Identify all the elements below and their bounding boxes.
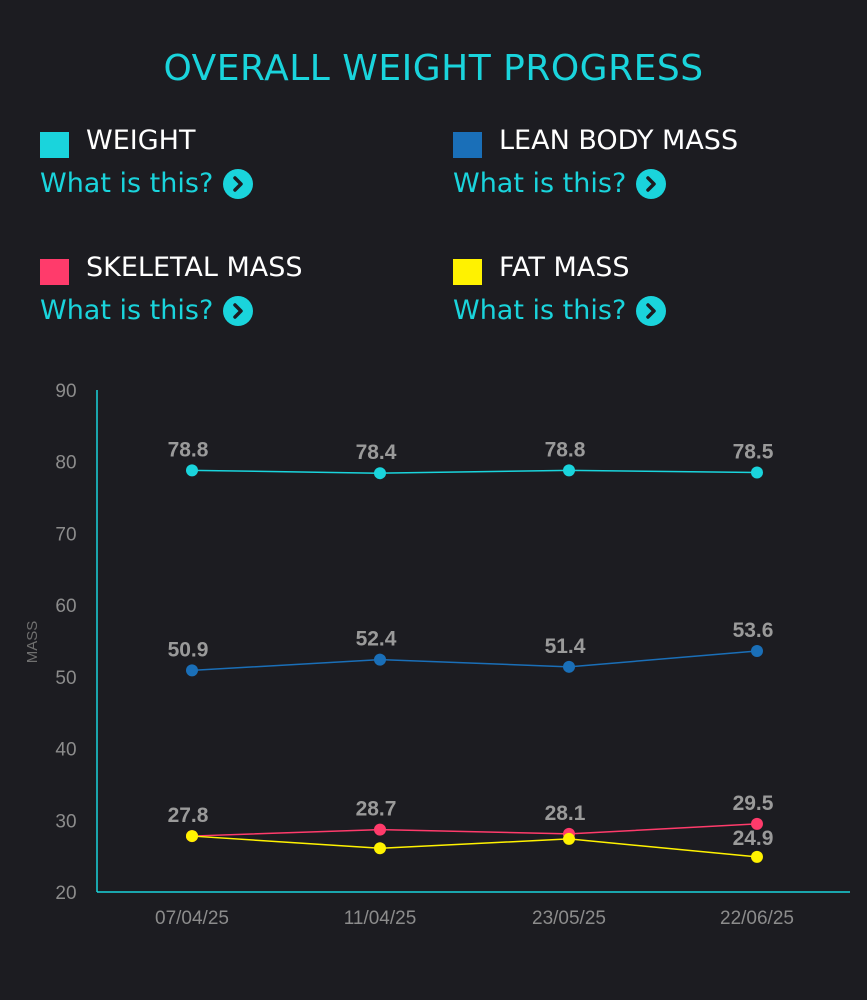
data-point-skeletal-mass [751,817,763,830]
legend-label-skeletal-mass: SKELETAL MASS [86,252,303,283]
data-label-weight: 78.8 [168,438,209,461]
data-point-weight [186,464,198,477]
legend-swatch-weight [40,132,69,158]
x-tick-label: 22/06/25 [720,908,794,929]
series-line-lean-body-mass [191,650,758,672]
y-tick-label: 50 [55,668,76,689]
data-label-skeletal-mass: 29.5 [733,792,774,815]
series-line-skeletal-mass [191,823,758,837]
data-point-lean-body-mass [563,660,575,673]
y-tick-label: 90 [55,381,76,402]
data-label-skeletal-mass: 28.1 [545,802,586,825]
data-label-lean-body-mass: 52.4 [356,628,397,651]
chevron-right-circle-icon [223,168,254,199]
data-point-weight [563,464,575,477]
data-point-lean-body-mass [374,653,386,666]
y-tick-label: 40 [55,740,76,761]
chevron-right-circle-icon [223,295,254,326]
data-label-skeletal-mass: 27.8 [168,804,209,827]
legend-label-fat-mass: FAT MASS [499,252,630,283]
data-label-weight: 78.5 [733,440,774,463]
y-tick-label: 20 [55,883,76,904]
data-label-skeletal-mass: 28.7 [356,798,397,821]
help-link-text: What is this? [453,295,627,326]
legend-swatch-lean-body-mass [453,132,482,158]
help-link-skeletal-mass[interactable]: What is this? [40,295,254,326]
y-tick-label: 60 [55,596,76,617]
legend-swatch-fat-mass [453,259,482,285]
data-point-fat-mass [374,842,386,855]
data-point-lean-body-mass [751,645,763,658]
data-point-skeletal-mass [374,823,386,836]
data-point-fat-mass [751,850,763,863]
legend-label-lean-body-mass: LEAN BODY MASS [499,125,739,156]
data-label-weight: 78.8 [545,438,586,461]
data-label-fat-mass: 24.9 [733,827,774,850]
x-tick-label: 07/04/25 [155,908,229,929]
help-link-text: What is this? [453,168,627,199]
line-chart: 90 80 70 60 50 40 30 20 MASS 07/04/25 11/04/25 23/0… [24,381,850,929]
y-axis-title: MASS [24,621,41,664]
data-label-lean-body-mass: 50.9 [168,638,209,661]
y-tick-label: 80 [55,453,76,474]
data-label-weight: 78.4 [356,441,397,464]
data-label-lean-body-mass: 53.6 [733,619,774,642]
x-tick-label: 23/05/25 [532,908,606,929]
y-tick-label: 30 [55,811,76,832]
help-link-weight[interactable]: What is this? [40,168,254,199]
chevron-right-circle-icon [636,168,667,199]
series-line-weight [191,469,758,474]
help-link-lean-body-mass[interactable]: What is this? [453,168,667,199]
legend-swatch-skeletal-mass [40,259,69,285]
x-tick-label: 11/04/25 [344,908,417,929]
data-point-fat-mass [563,832,575,845]
data-label-lean-body-mass: 51.4 [545,635,586,658]
help-link-fat-mass[interactable]: What is this? [453,295,667,326]
series-line-fat-mass [191,835,758,858]
data-point-weight [751,466,763,479]
help-link-text: What is this? [40,295,214,326]
data-point-lean-body-mass [186,664,198,677]
legend-label-weight: WEIGHT [86,125,196,156]
help-link-text: What is this? [40,168,214,199]
data-point-fat-mass [186,830,198,843]
chevron-right-circle-icon [636,295,667,326]
chart-title: OVERALL WEIGHT PROGRESS [163,48,704,89]
y-tick-label: 70 [55,524,76,545]
data-point-weight [374,467,386,480]
